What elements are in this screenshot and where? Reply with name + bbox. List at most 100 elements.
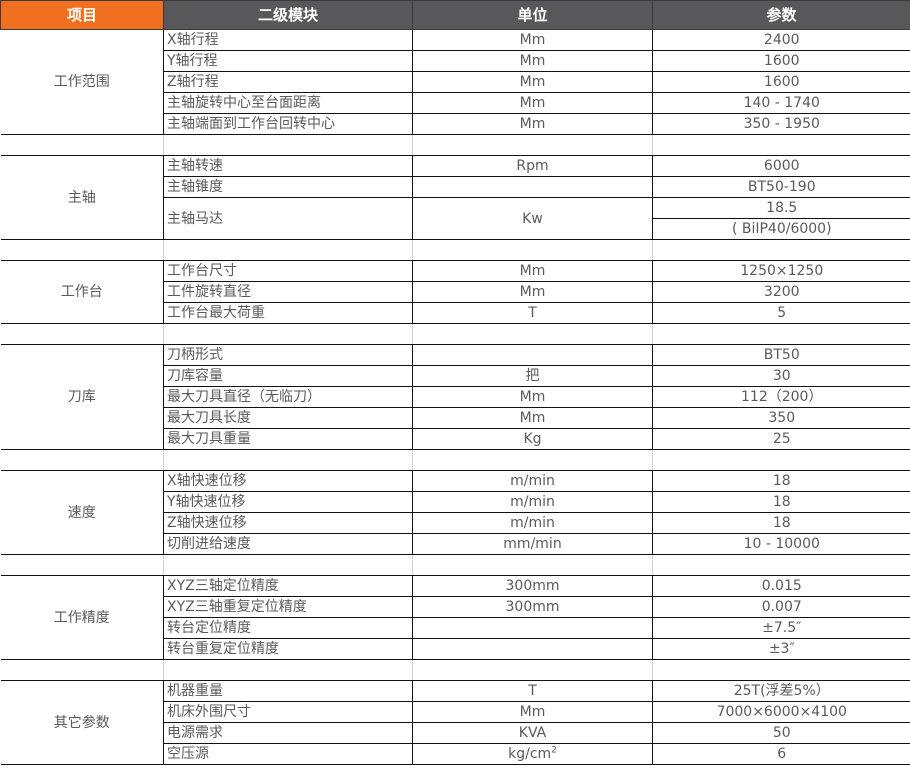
unit-cell: Kw (412, 197, 653, 240)
unit-cell: m/min (412, 512, 653, 534)
module-cell: Z轴快速位移 (163, 512, 413, 534)
value-cell: 25 (652, 428, 910, 450)
spacer-row (0, 134, 910, 156)
table-row: 最大刀具直径（无临刀） Mm 112（200） (1, 386, 910, 408)
spacer-cell (0, 134, 164, 156)
value-cell: 112（200） (652, 386, 910, 408)
module-cell: 刀柄形式 (163, 344, 413, 366)
unit-text: kg/cm (508, 746, 552, 762)
unit-text: m/min (510, 494, 555, 510)
unit-text: 300mm (505, 578, 560, 594)
value-cell: BT50 (652, 344, 910, 366)
spacer-cell (163, 659, 413, 681)
table-row: 工作精度 XYZ三轴定位精度 300mm 0.015 (0, 575, 910, 660)
unit-text: mm/min (503, 536, 562, 552)
unit-cell (412, 176, 653, 198)
module-cell: 转台重复定位精度 (163, 638, 413, 660)
value-cell: 30 (652, 365, 910, 387)
table-row: Z轴快速位移 m/min 18 (1, 512, 910, 534)
header-category: 项目 (0, 0, 164, 30)
unit-text: T (528, 305, 537, 321)
spacer-cell (163, 239, 413, 261)
unit-cell: m/min (412, 470, 653, 492)
table-row: 空压源 kg/cm2 6 (1, 743, 910, 765)
unit-text: Kw (522, 210, 543, 227)
unit-text: Mm (519, 284, 546, 300)
unit-text: Kg (523, 431, 542, 447)
table-row: 工作台 工作台尺寸 Mm 1250×1250 (0, 260, 910, 324)
value-cell: 5 (652, 302, 910, 324)
table-row: 主轴旋转中心至台面距离 Mm 140 - 1740 (1, 92, 910, 114)
module-cell: X轴行程 (163, 29, 413, 51)
unit-cell: Mm (412, 281, 653, 303)
unit-text: Mm (519, 116, 546, 132)
spacer-cell (652, 554, 910, 576)
unit-cell: T (412, 302, 653, 324)
spacer-cell (0, 239, 164, 261)
category-cell: 速度 (0, 470, 164, 555)
header-row: 项目 二级模块 单位 参数 (0, 0, 910, 30)
value-cell: 350 (652, 407, 910, 429)
unit-text: m/min (510, 473, 555, 489)
category-cell: 工作范围 (0, 29, 164, 135)
table-row: 最大刀具重量 Kg 25 (1, 428, 910, 450)
unit-cell: Mm (412, 386, 653, 408)
spacer-cell (0, 554, 164, 576)
table-row: 主轴端面到工作台回转中心 Mm 350 - 1950 (1, 113, 910, 135)
table-row: Y轴快速位移 m/min 18 (1, 491, 910, 513)
unit-superscript: 2 (551, 745, 557, 756)
value-cell: 50 (652, 722, 910, 744)
module-cell: XYZ三轴重复定位精度 (163, 596, 413, 618)
table-row: 刀库容量 把 30 (1, 365, 910, 387)
unit-cell: 300mm (412, 596, 653, 618)
spacer-cell (163, 134, 413, 156)
module-cell: 主轴端面到工作台回转中心 (163, 113, 413, 135)
spacer-cell (163, 449, 413, 471)
unit-cell: Mm (412, 260, 653, 282)
unit-text: 把 (525, 368, 540, 384)
category-cell: 刀库 (0, 344, 164, 450)
unit-cell: Mm (412, 407, 653, 429)
unit-cell: Mm (412, 29, 653, 51)
spacer-row (0, 449, 910, 471)
spacer-cell (0, 659, 164, 681)
spacer-cell (412, 134, 653, 156)
category-cell: 工作精度 (0, 575, 164, 660)
module-cell: 主轴马达 (163, 197, 413, 240)
module-cell: 刀库容量 (163, 365, 413, 387)
spacer-cell (412, 239, 653, 261)
unit-cell: Mm (412, 701, 653, 723)
value-cell: ±3″ (652, 638, 910, 660)
table-row: 最大刀具长度 Mm 350 (1, 407, 910, 429)
table-row: 速度 X轴快速位移 m/min 18 (0, 470, 910, 555)
category-cell: 其它参数 (0, 680, 164, 765)
value-cell: 1600 (652, 50, 910, 72)
module-cell: 主轴旋转中心至台面距离 (163, 92, 413, 114)
unit-text: Mm (519, 32, 546, 48)
value-cell: 3200 (652, 281, 910, 303)
unit-text: T (528, 683, 537, 699)
spacer-cell (412, 449, 653, 471)
value-cell: 18 (652, 491, 910, 513)
value-cell: 350 - 1950 (652, 113, 910, 135)
unit-text: KVA (518, 725, 547, 741)
module-cell: 电源需求 (163, 722, 413, 744)
unit-cell: mm/min (412, 533, 653, 555)
table-row: 主轴马达 Kw 18.5 (1, 197, 910, 240)
unit-cell: 300mm (412, 575, 653, 597)
spacer-cell (163, 554, 413, 576)
module-cell: 主轴转速 (163, 155, 413, 177)
unit-text: 300mm (505, 599, 560, 615)
module-cell: 机床外围尺寸 (163, 701, 413, 723)
spacer-cell (412, 554, 653, 576)
unit-text: Mm (519, 263, 546, 279)
spacer-cell (0, 323, 164, 345)
spacer-cell (652, 449, 910, 471)
table-row: 其它参数 机器重量 T 25T(浮差5%） (0, 680, 910, 765)
value-cell: 2400 (652, 29, 910, 51)
module-cell: 最大刀具直径（无临刀） (163, 386, 413, 408)
unit-text: m/min (510, 515, 555, 531)
spacer-cell (652, 239, 910, 261)
unit-cell (412, 617, 653, 639)
unit-cell (412, 344, 653, 366)
